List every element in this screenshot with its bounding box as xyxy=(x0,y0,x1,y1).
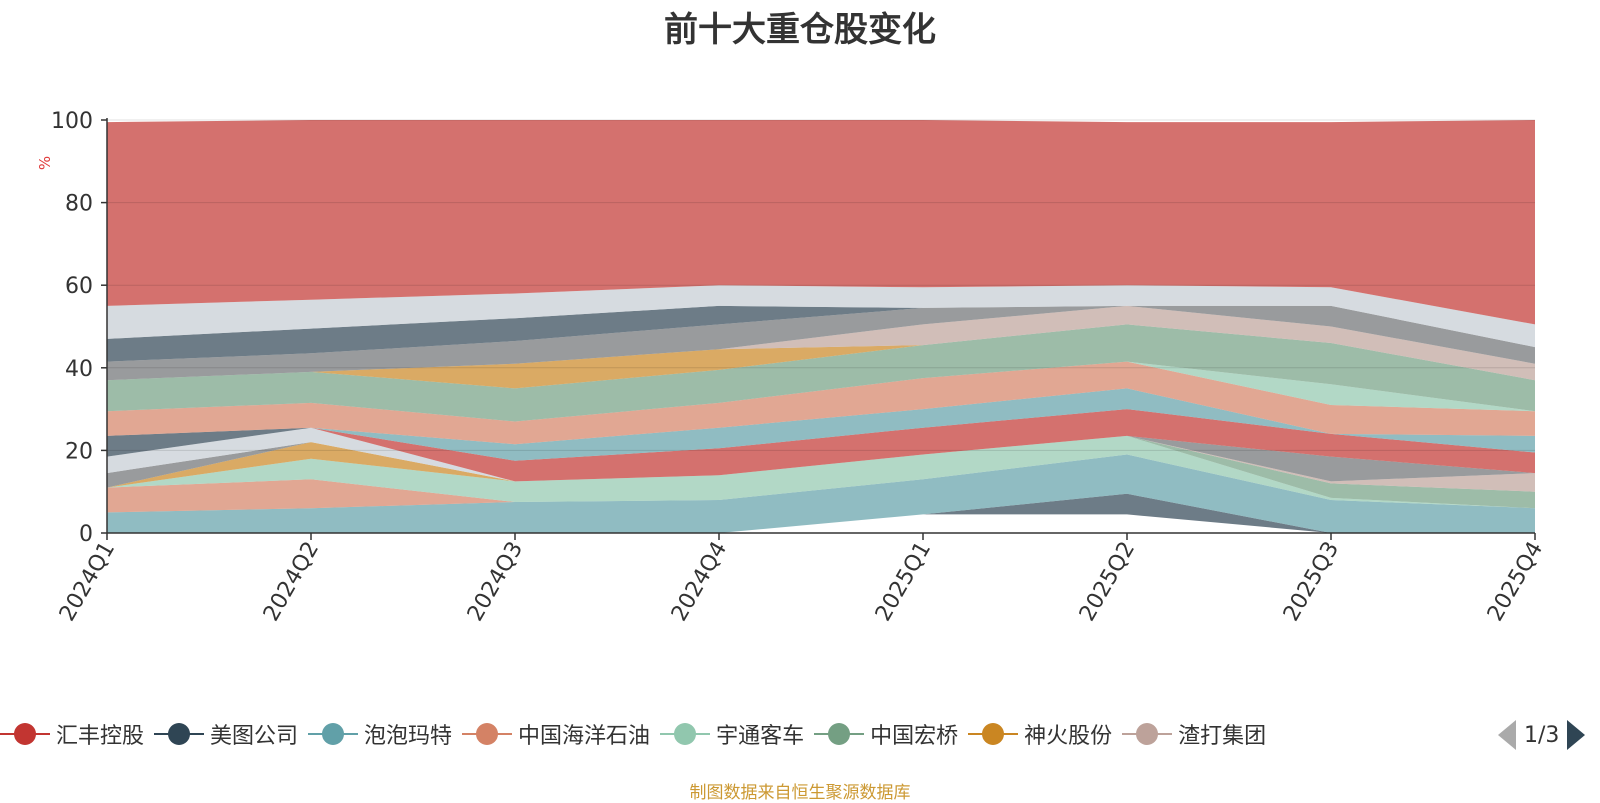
legend-marker-icon xyxy=(1122,723,1173,745)
area-band xyxy=(107,305,1535,362)
area-band xyxy=(107,285,1535,348)
y-tick-label: 40 xyxy=(65,357,93,382)
legend-label: 宇通客车 xyxy=(716,724,805,749)
legend-label: 美图公司 xyxy=(210,724,299,749)
y-tick-label: 80 xyxy=(65,192,93,217)
area-band xyxy=(107,454,1535,513)
legend-marker-icon xyxy=(154,723,205,745)
area-band xyxy=(107,305,1535,381)
area-band xyxy=(107,454,1535,533)
pager-text: 1/3 xyxy=(1524,722,1560,748)
data-source-note: 制图数据来自恒生聚源数据库 xyxy=(689,783,911,803)
legend-label: 渣打集团 xyxy=(1178,724,1267,749)
legend-item[interactable]: 渣打集团 xyxy=(1122,716,1266,752)
x-tick-label: 2024Q3 xyxy=(463,538,528,626)
area-band xyxy=(107,435,1535,492)
legend: 汇丰控股 美图公司 泡泡玛特 中国海洋石油 宇通客车 中国宏桥 神火股份 渣打集团 xyxy=(0,716,1470,752)
y-tick-label: 100 xyxy=(51,109,93,134)
legend-marker-icon xyxy=(308,723,359,745)
area-band xyxy=(107,435,1535,509)
area-band xyxy=(107,305,1535,381)
legend-marker-icon xyxy=(660,723,711,745)
x-tick-label: 2025Q1 xyxy=(871,538,936,626)
legend-label: 汇丰控股 xyxy=(56,724,145,749)
y-tick-label: 60 xyxy=(65,274,93,299)
y-axis-label: % xyxy=(36,156,54,170)
y-tick-label: 20 xyxy=(65,439,93,464)
x-tick-label: 2025Q2 xyxy=(1075,538,1140,626)
x-tick-label: 2024Q1 xyxy=(55,538,120,626)
area-band xyxy=(107,388,1535,461)
area-band xyxy=(107,324,1535,422)
legend-marker-icon xyxy=(462,723,513,745)
area-band xyxy=(107,361,1535,445)
legend-item[interactable]: 美图公司 xyxy=(154,716,298,752)
legend-item[interactable]: 神火股份 xyxy=(968,716,1112,752)
legend-label: 中国海洋石油 xyxy=(518,724,651,749)
x-tick-label: 2024Q2 xyxy=(259,538,324,626)
chart-title: 前十大重仓股变化 xyxy=(664,10,936,50)
area-band xyxy=(107,120,1535,325)
legend-marker-icon xyxy=(814,723,865,745)
legend-marker-icon xyxy=(968,723,1019,745)
legend-label: 泡泡玛特 xyxy=(364,724,453,749)
legend-item[interactable]: 汇丰控股 xyxy=(0,716,144,752)
legend-item[interactable]: 中国宏桥 xyxy=(814,716,958,752)
x-tick-label: 2025Q4 xyxy=(1483,538,1548,626)
pager-next-icon[interactable] xyxy=(1567,720,1586,750)
legend-item[interactable]: 泡泡玛特 xyxy=(308,716,452,752)
area-band xyxy=(107,435,1535,492)
legend-marker-icon xyxy=(0,723,50,745)
area-band xyxy=(107,435,1535,509)
legend-item[interactable]: 中国海洋石油 xyxy=(462,716,650,752)
legend-item[interactable]: 宇通客车 xyxy=(660,716,804,752)
legend-label: 神火股份 xyxy=(1024,724,1113,749)
area-band xyxy=(107,435,1535,488)
area-band xyxy=(107,427,1535,482)
area-band xyxy=(107,409,1535,482)
legend-label: 中国宏桥 xyxy=(870,724,959,749)
area-band xyxy=(107,324,1535,389)
y-tick-label: 0 xyxy=(79,522,93,547)
x-tick-label: 2025Q3 xyxy=(1279,538,1344,626)
pager-prev-icon[interactable] xyxy=(1498,720,1516,750)
x-tick-label: 2024Q4 xyxy=(667,538,732,626)
legend-pager: 1/3 xyxy=(1498,718,1586,752)
